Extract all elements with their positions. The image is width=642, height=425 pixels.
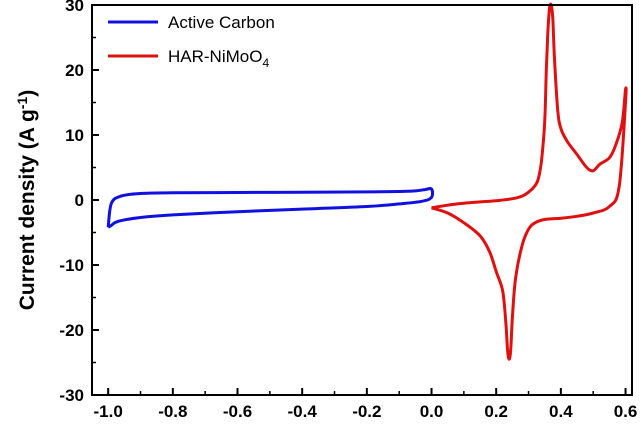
y-axis-title-prefix: Current density (A g (16, 109, 39, 310)
x-tick-label: 0.4 (549, 402, 573, 421)
y-axis-title: Current density (A g-1) (14, 90, 39, 311)
x-tick-label: -0.8 (158, 402, 187, 421)
series-line-1 (431, 2, 628, 361)
legend-label: HAR-NiMoO4 (168, 47, 269, 70)
y-tick-label: -20 (59, 321, 84, 340)
x-tick-label: 0.2 (484, 402, 508, 421)
y-tick-label: 30 (65, 0, 84, 15)
y-tick-label: 20 (65, 61, 84, 80)
x-tick-label: -0.6 (223, 402, 252, 421)
legend-label: Active Carbon (168, 13, 275, 32)
x-tick-label: -0.4 (288, 402, 318, 421)
legend-label-sub: 4 (262, 56, 269, 70)
series-layer (106, 2, 628, 361)
x-tick-label: -1.0 (94, 402, 123, 421)
legend: Active Carbon HAR-NiMoO4 (108, 13, 275, 70)
y-axis-title-suffix: ) (16, 90, 39, 97)
x-tick-label: 0.0 (420, 402, 444, 421)
ticks-layer: -1.0 -0.8 -0.6 -0.4 -0.2 0.0 0.2 0.4 0.6 -30 -20 -1… (59, 0, 637, 421)
x-tick-label: -0.2 (352, 402, 381, 421)
y-tick-label: -10 (59, 256, 84, 275)
y-tick-label: 10 (65, 126, 84, 145)
legend-label-main: HAR-NiMoO (168, 47, 262, 66)
x-tick-label: 0.6 (614, 402, 638, 421)
y-tick-label: 0 (75, 191, 84, 210)
y-axis-title-superscript: -1 (14, 97, 30, 110)
y-tick-label: -30 (59, 386, 84, 405)
series-line-0 (106, 187, 435, 229)
